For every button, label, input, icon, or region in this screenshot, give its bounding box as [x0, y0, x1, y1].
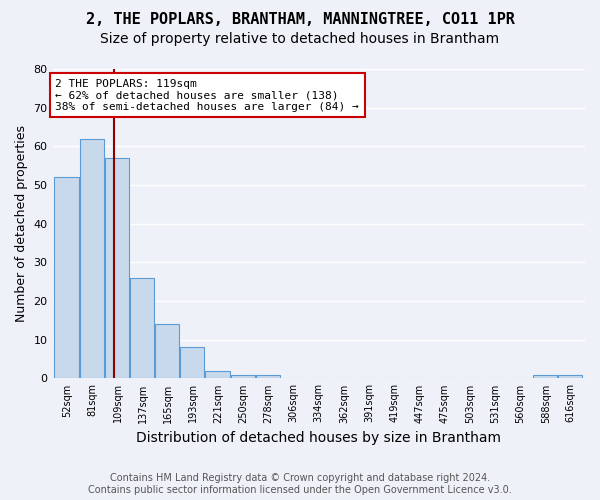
- Bar: [180, 348, 204, 378]
- Text: 2, THE POPLARS, BRANTHAM, MANNINGTREE, CO11 1PR: 2, THE POPLARS, BRANTHAM, MANNINGTREE, C…: [86, 12, 514, 28]
- Bar: [231, 374, 255, 378]
- Text: 2 THE POPLARS: 119sqm
← 62% of detached houses are smaller (138)
38% of semi-det: 2 THE POPLARS: 119sqm ← 62% of detached …: [55, 78, 359, 112]
- Bar: [205, 370, 230, 378]
- X-axis label: Distribution of detached houses by size in Brantham: Distribution of detached houses by size …: [136, 431, 501, 445]
- Bar: [558, 374, 582, 378]
- Text: Size of property relative to detached houses in Brantham: Size of property relative to detached ho…: [100, 32, 500, 46]
- Bar: [80, 138, 104, 378]
- Bar: [155, 324, 179, 378]
- Y-axis label: Number of detached properties: Number of detached properties: [15, 125, 28, 322]
- Bar: [55, 178, 79, 378]
- Bar: [533, 374, 557, 378]
- Bar: [256, 374, 280, 378]
- Bar: [130, 278, 154, 378]
- Bar: [105, 158, 129, 378]
- Text: Contains HM Land Registry data © Crown copyright and database right 2024.
Contai: Contains HM Land Registry data © Crown c…: [88, 474, 512, 495]
